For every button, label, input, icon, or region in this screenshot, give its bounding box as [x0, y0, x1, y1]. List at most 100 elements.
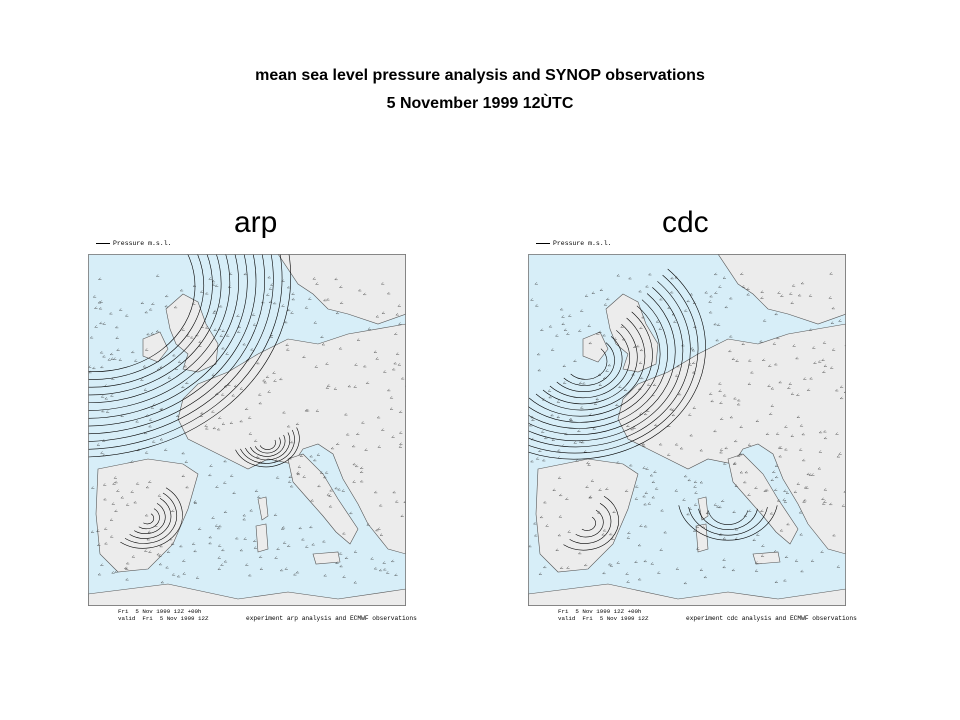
isobar — [708, 510, 748, 525]
isobar — [88, 254, 231, 403]
synop-station-mark — [645, 284, 649, 288]
synop-station-mark — [256, 455, 260, 458]
synop-station-mark — [772, 342, 776, 345]
synop-station-mark — [102, 354, 106, 358]
synop-station-mark — [796, 482, 800, 485]
synop-station-mark — [828, 296, 832, 299]
synop-station-mark — [382, 561, 386, 564]
synop-station-mark — [596, 332, 600, 335]
synop-station-mark — [174, 305, 178, 309]
synop-station-mark — [218, 544, 222, 547]
synop-station-mark — [673, 320, 677, 323]
synop-station-mark — [688, 413, 692, 416]
synop-station-mark — [840, 385, 844, 388]
synop-station-mark — [143, 388, 147, 391]
synop-station-mark — [774, 464, 779, 467]
synop-station-mark — [589, 413, 593, 416]
synop-station-mark — [585, 485, 589, 488]
synop-station-mark — [195, 333, 199, 337]
synop-station-mark — [591, 291, 595, 294]
synop-station-mark — [102, 453, 106, 457]
synop-station-mark — [176, 414, 180, 417]
synop-station-mark — [796, 415, 800, 418]
synop-station-mark — [104, 396, 108, 400]
synop-station-mark — [394, 332, 398, 335]
synop-station-mark — [603, 528, 607, 532]
synop-station-mark — [400, 514, 404, 517]
synop-station-mark — [822, 341, 827, 344]
synop-station-mark — [266, 293, 270, 296]
synop-station-mark — [243, 537, 247, 540]
synop-station-mark — [692, 406, 696, 409]
synop-station-mark — [135, 419, 139, 423]
synop-station-mark — [701, 525, 705, 528]
synop-station-mark — [671, 312, 675, 316]
synop-station-mark — [713, 322, 717, 326]
synop-station-mark — [193, 500, 197, 503]
synop-station-mark — [328, 504, 333, 508]
synop-station-mark — [696, 547, 700, 550]
synop-station-mark — [754, 486, 758, 489]
synop-station-mark — [562, 364, 566, 367]
synop-station-mark — [811, 473, 815, 476]
synop-station-mark — [642, 466, 646, 469]
isobar — [528, 311, 653, 417]
synop-station-mark — [98, 277, 102, 280]
panel-label-cdc: cdc — [662, 206, 709, 239]
synop-station-mark — [92, 366, 96, 369]
synop-station-mark — [367, 327, 371, 330]
synop-station-mark — [615, 403, 619, 406]
synop-station-mark — [298, 526, 302, 529]
synop-station-mark — [218, 524, 222, 528]
synop-station-mark — [575, 459, 579, 462]
figure-date: 5 November 1999 12ÙTC — [386, 95, 574, 112]
synop-station-mark — [780, 294, 784, 297]
synop-station-mark — [584, 563, 588, 566]
synop-station-mark — [807, 388, 811, 391]
synop-station-mark — [281, 304, 285, 307]
synop-station-mark — [640, 376, 644, 379]
synop-station-mark — [112, 482, 116, 485]
synop-station-mark — [379, 568, 383, 572]
synop-station-mark — [181, 451, 185, 455]
synop-station-mark — [747, 493, 751, 496]
synop-station-mark — [699, 448, 703, 452]
synop-station-mark — [670, 290, 674, 294]
synop-station-mark — [96, 529, 100, 532]
synop-station-mark — [192, 542, 196, 545]
synop-station-mark — [760, 296, 764, 299]
synop-station-mark — [678, 392, 682, 396]
land-mass — [697, 496, 709, 521]
synop-station-mark — [94, 325, 98, 328]
synop-station-mark — [237, 325, 241, 328]
synop-station-mark — [735, 359, 739, 362]
synop-station-mark — [293, 572, 297, 576]
synop-station-mark — [401, 376, 405, 380]
synop-station-mark — [239, 387, 243, 390]
synop-station-mark — [295, 570, 300, 574]
isobar — [698, 508, 758, 530]
synop-station-mark — [768, 364, 772, 367]
isobar — [88, 254, 292, 458]
synop-station-mark — [185, 485, 189, 489]
synop-station-mark — [799, 532, 803, 536]
synop-station-mark — [544, 436, 548, 439]
synop-station-mark — [732, 462, 737, 465]
synop-station-mark — [171, 542, 175, 545]
synop-station-mark — [784, 425, 788, 428]
synop-station-mark — [232, 491, 236, 494]
synop-station-mark — [159, 544, 163, 548]
synop-station-mark — [674, 489, 678, 492]
synop-station-mark — [774, 488, 778, 491]
synop-station-mark — [534, 282, 538, 285]
isobar — [556, 336, 623, 392]
synop-station-mark — [243, 272, 247, 275]
synop-station-mark — [198, 340, 202, 343]
synop-station-mark — [302, 475, 306, 478]
map-arp — [88, 254, 406, 606]
synop-station-mark — [649, 473, 654, 477]
synop-station-mark — [226, 334, 230, 337]
synop-station-mark — [352, 462, 356, 466]
synop-station-mark — [647, 502, 651, 505]
synop-station-mark — [531, 418, 535, 421]
